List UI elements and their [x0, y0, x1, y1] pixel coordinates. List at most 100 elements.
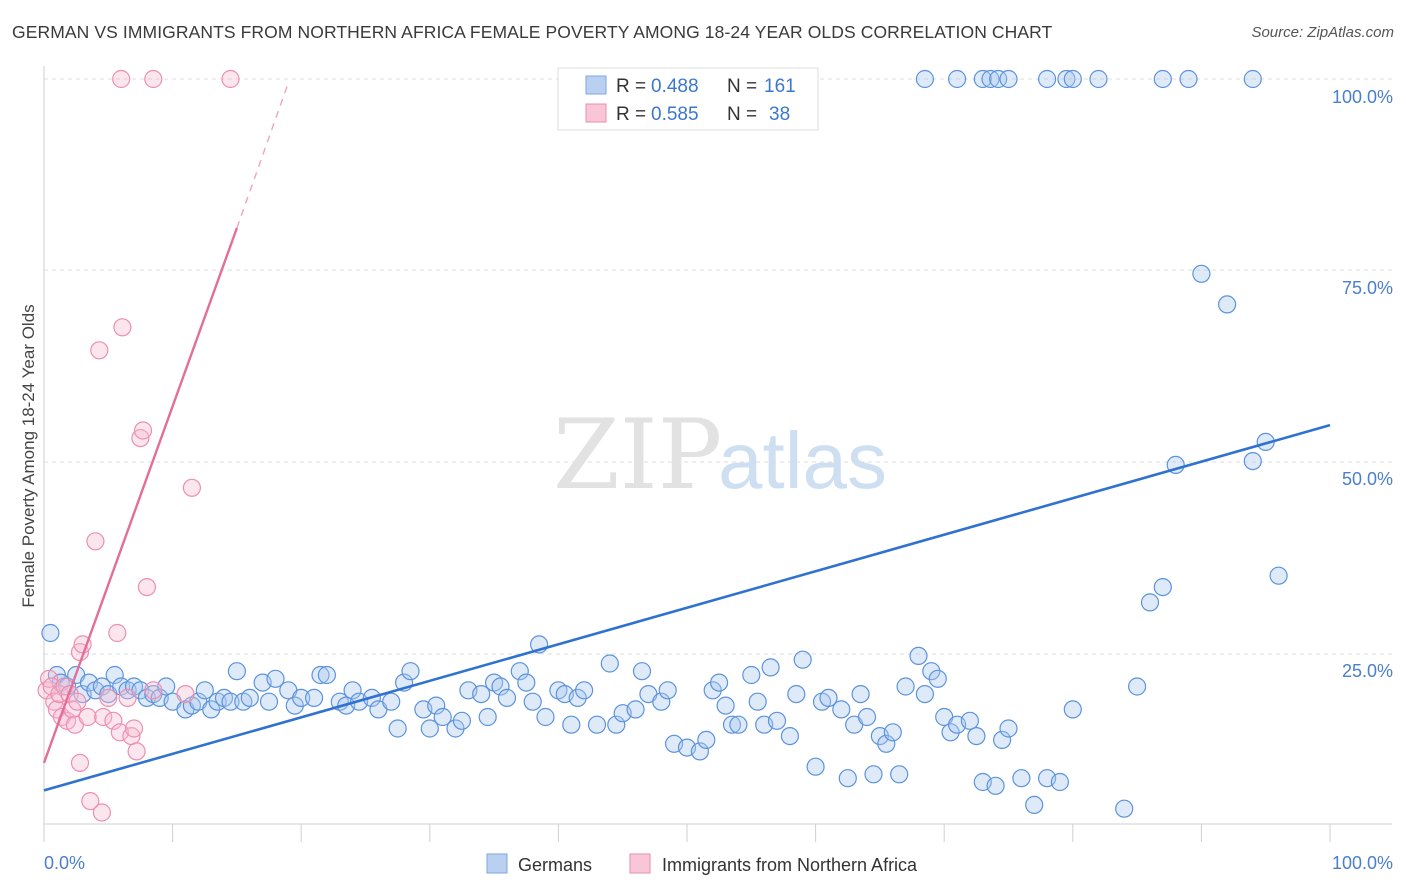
gridlines: [44, 78, 1392, 655]
legend-top: R = 0.488 N = 161 R = 0.585 N = 38: [557, 67, 819, 131]
german-point-73: [600, 654, 619, 673]
immigrant-point-33: [182, 478, 201, 497]
german-point-23: [195, 681, 214, 700]
legend-r-value-germans: 0.488: [651, 76, 699, 97]
immigrant-point-37: [112, 69, 131, 89]
immigrant-point-12: [68, 692, 87, 711]
immigrant-point-18: [94, 707, 113, 727]
german-point-8: [92, 677, 112, 696]
german-point-94: [767, 711, 787, 730]
german-point-100: [819, 688, 838, 708]
legend-n-value-immigrants: 38: [769, 104, 790, 125]
german-point-143: [981, 69, 1000, 89]
immigrant-point-35: [81, 791, 100, 811]
german-point-105: [857, 707, 877, 727]
germans-points: [41, 69, 1288, 818]
immigrant-point-34: [70, 753, 90, 773]
german-point-30: [240, 688, 259, 708]
legend-n-value-germans: 161: [764, 76, 796, 97]
german-point-148: [1063, 69, 1082, 89]
german-point-120: [967, 726, 986, 746]
legend-n-label-immigrants: N =: [727, 104, 757, 125]
german-point-131: [1127, 677, 1147, 696]
german-point-106: [864, 765, 883, 784]
german-point-70: [568, 688, 587, 708]
german-point-125: [1012, 769, 1031, 788]
y-tick-label-75: 75.0%: [1342, 278, 1393, 298]
german-point-42: [343, 681, 362, 700]
axes: [43, 66, 1392, 842]
immigrant-point-24: [118, 688, 137, 708]
german-point-47: [388, 719, 407, 738]
german-point-66: [536, 707, 555, 727]
y-tick-labels: 25.0% 50.0% 75.0% 100.0%: [1332, 87, 1393, 681]
german-point-58: [478, 707, 497, 727]
trend-lines: [42, 82, 1331, 792]
german-point-46: [382, 692, 401, 711]
german-point-71: [574, 681, 594, 700]
german-point-91: [748, 692, 767, 711]
german-point-28: [227, 662, 246, 681]
immigrants-trend-line: [42, 227, 239, 764]
german-point-74: [607, 715, 626, 734]
german-point-124: [999, 719, 1018, 738]
german-point-111: [896, 677, 915, 696]
german-point-64: [523, 692, 542, 711]
german-point-98: [806, 757, 825, 776]
watermark-atlas: atlas: [718, 416, 887, 505]
immigrant-point-32: [176, 684, 195, 704]
german-point-147: [1057, 69, 1076, 89]
legend-swatch-immigrants: [585, 103, 607, 123]
bottom-legend-swatch-immigrants: [629, 853, 651, 874]
german-point-108: [877, 734, 896, 753]
german-point-10: [105, 665, 124, 685]
german-point-49: [401, 662, 420, 681]
german-point-146: [1037, 69, 1057, 89]
immigrant-point-20: [104, 711, 123, 730]
chart-title: GERMAN VS IMMIGRANTS FROM NORTHERN AFRIC…: [12, 22, 1053, 42]
immigrant-point-31: [144, 681, 163, 700]
german-point-144: [989, 69, 1008, 89]
immigrant-point-26: [124, 719, 144, 738]
y-axis-label: Female Poverty Among 18-24 Year Olds: [19, 304, 38, 607]
german-point-55: [452, 711, 471, 730]
german-point-136: [1217, 295, 1237, 314]
german-point-62: [510, 662, 529, 681]
german-point-128: [1050, 772, 1070, 792]
german-point-90: [742, 665, 761, 685]
german-point-60: [491, 677, 510, 696]
legend-r-label-immigrants: R =: [616, 104, 646, 125]
german-point-32: [259, 692, 279, 711]
german-point-33: [266, 669, 285, 688]
german-point-104: [851, 684, 870, 704]
legend-n-label-germans: N =: [727, 76, 757, 97]
y-tick-label-25: 25.0%: [1342, 661, 1393, 681]
german-point-150: [1153, 69, 1172, 89]
immigrant-point-21: [108, 623, 127, 643]
german-point-129: [1063, 700, 1082, 719]
german-point-132: [1140, 593, 1160, 612]
german-point-52: [427, 696, 446, 715]
bottom-legend-immigrants: Immigrants from Northern Africa: [662, 855, 918, 875]
german-point-95: [780, 726, 800, 746]
german-point-135: [1192, 264, 1211, 283]
german-point-109: [883, 723, 902, 742]
german-point-0: [41, 623, 60, 643]
german-point-89: [729, 715, 748, 734]
german-point-126: [1025, 795, 1044, 815]
german-point-130: [1115, 799, 1134, 818]
x-tick-label-0: 0.0%: [44, 853, 85, 873]
immigrant-point-2: [42, 677, 61, 696]
immigrant-point-16: [86, 532, 105, 551]
watermark-zip: ZIP: [553, 399, 722, 511]
german-point-112: [909, 646, 928, 666]
immigrant-point-15: [78, 707, 97, 727]
immigrant-point-27: [127, 742, 146, 761]
immigrant-point-22: [110, 723, 130, 742]
german-point-122: [986, 776, 1005, 795]
german-point-102: [838, 769, 857, 788]
german-point-119: [960, 711, 980, 730]
german-point-149: [1089, 69, 1108, 89]
immigrants-trend-extension: [236, 82, 289, 229]
legend-r-label-germans: R =: [616, 76, 646, 97]
